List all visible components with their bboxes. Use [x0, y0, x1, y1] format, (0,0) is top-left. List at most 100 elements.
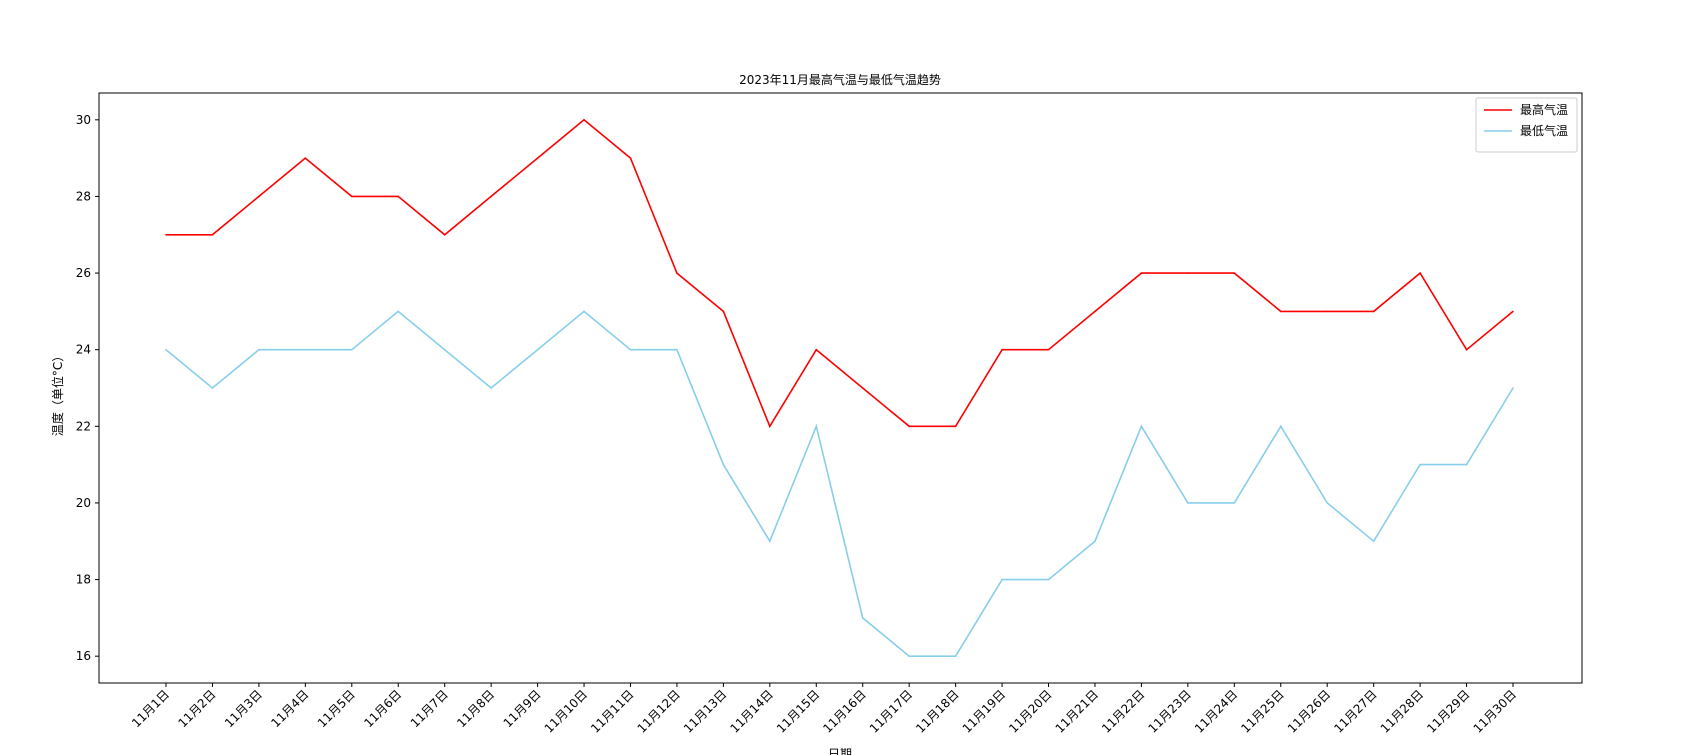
- y-tick-label: 18: [76, 573, 91, 587]
- data-point: [861, 387, 864, 389]
- data-point: [1372, 310, 1375, 313]
- data-point: [583, 310, 585, 313]
- data-point: [490, 387, 492, 389]
- data-point: [1187, 272, 1189, 274]
- data-point: [1047, 578, 1050, 581]
- data-point: [490, 195, 492, 198]
- data-point: [1465, 348, 1468, 351]
- x-tick-label: 11月1日: [129, 687, 172, 730]
- data-point: [165, 348, 167, 351]
- y-tick-label: 20: [76, 496, 91, 510]
- data-point: [954, 655, 957, 657]
- data-point: [536, 348, 539, 351]
- data-point: [629, 157, 632, 159]
- data-point: [397, 310, 400, 313]
- x-tick-label: 11月24日: [1192, 687, 1240, 735]
- y-tick-label: 16: [76, 649, 91, 663]
- x-tick-label: 11月11日: [588, 687, 636, 735]
- data-point: [397, 195, 400, 198]
- data-point: [304, 157, 307, 159]
- data-point: [1187, 502, 1189, 504]
- x-tick-label: 11月30日: [1471, 687, 1519, 735]
- data-point: [536, 157, 539, 159]
- data-point: [1140, 425, 1143, 428]
- data-point: [629, 348, 632, 351]
- x-tick-label: 11月9日: [501, 687, 544, 730]
- data-point: [1326, 310, 1329, 313]
- x-tick-label: 11月17日: [867, 687, 915, 735]
- x-tick-label: 11月16日: [820, 687, 868, 735]
- x-tick-label: 11月15日: [774, 687, 822, 735]
- data-point: [861, 617, 864, 619]
- data-point: [1047, 348, 1050, 351]
- legend-box: [1475, 97, 1578, 153]
- data-point: [1279, 425, 1282, 428]
- data-point: [1233, 502, 1236, 504]
- x-tick-label: 11月4日: [268, 687, 311, 730]
- data-point: [722, 463, 725, 466]
- data-point: [350, 195, 353, 198]
- x-tick-label: 11月22日: [1099, 687, 1147, 735]
- x-tick-label: 11月3日: [222, 687, 265, 730]
- data-point: [1419, 272, 1421, 274]
- data-point: [1140, 272, 1143, 274]
- data-point: [211, 387, 214, 389]
- data-point: [165, 233, 167, 236]
- data-point: [1465, 463, 1468, 466]
- data-point: [1326, 502, 1329, 504]
- x-tick-label: 11月29日: [1424, 687, 1472, 735]
- x-tick-label: 11月12日: [635, 687, 683, 735]
- data-point: [258, 195, 260, 198]
- y-axis-label: 温度（单位°C）: [50, 350, 65, 436]
- x-tick-label: 11月13日: [681, 687, 729, 735]
- y-tick-label: 28: [76, 189, 91, 203]
- x-tick-label: 11月26日: [1285, 687, 1333, 735]
- x-tick-label: 11月25日: [1238, 687, 1286, 735]
- data-point: [676, 272, 678, 274]
- plot-area: 16 18 20 22 24 26 28 30 11月1日 11月2日 11月3日 11月4日 11月5…: [76, 92, 1583, 736]
- data-point: [722, 310, 725, 313]
- x-tick-label: 11月6日: [361, 687, 404, 730]
- x-tick-label: 11月21日: [1053, 687, 1101, 735]
- y-tick-label: 30: [76, 113, 91, 127]
- data-point: [304, 348, 307, 351]
- data-point: [815, 348, 818, 351]
- y-tick-label: 24: [76, 343, 91, 357]
- chart-title: 2023年11月最高气温与最低气温趋势: [739, 72, 941, 87]
- x-tick-label: 11月18日: [913, 687, 961, 735]
- data-point: [815, 425, 818, 428]
- series-line-2: [165, 310, 1514, 658]
- data-point: [1233, 272, 1236, 274]
- data-point: [1001, 578, 1003, 581]
- data-point: [583, 119, 585, 121]
- x-tick-label: 11月23日: [1146, 687, 1194, 735]
- data-point: [211, 233, 214, 236]
- data-point: [676, 348, 678, 351]
- x-tick-label: 11月14日: [727, 687, 775, 735]
- data-point: [1094, 540, 1096, 543]
- x-tick-label: 11月28日: [1378, 687, 1426, 735]
- data-point: [954, 425, 957, 428]
- x-axis-label: 日期: [828, 747, 852, 755]
- y-tick-label: 26: [76, 266, 91, 280]
- data-point: [908, 655, 910, 657]
- x-tick-label: 11月19日: [960, 687, 1008, 735]
- data-point: [769, 540, 771, 543]
- x-tick-label: 11月20日: [1006, 687, 1054, 735]
- data-point: [1094, 310, 1096, 313]
- legend-label-2: 最低气温: [1520, 123, 1568, 138]
- data-point: [769, 425, 771, 428]
- data-point: [1512, 387, 1514, 389]
- x-tick-label: 11月8日: [454, 687, 497, 730]
- data-point: [443, 233, 446, 236]
- data-point: [908, 425, 910, 428]
- data-point: [443, 348, 446, 351]
- data-point: [350, 348, 353, 351]
- legend-label-1: 最高气温: [1520, 102, 1568, 117]
- data-point: [258, 348, 260, 351]
- x-tick-label: 11月10日: [542, 687, 590, 735]
- x-tick-label: 11月5日: [315, 687, 358, 730]
- plot-frame: [98, 92, 1583, 684]
